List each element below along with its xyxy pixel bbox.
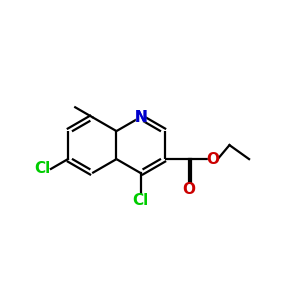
Text: O: O <box>182 182 195 196</box>
Bar <box>208 155 217 163</box>
Text: Cl: Cl <box>35 161 51 176</box>
Text: Cl: Cl <box>133 193 149 208</box>
Text: N: N <box>134 110 147 124</box>
Text: O: O <box>206 152 219 166</box>
Bar <box>136 113 145 121</box>
Text: N: N <box>134 110 147 124</box>
